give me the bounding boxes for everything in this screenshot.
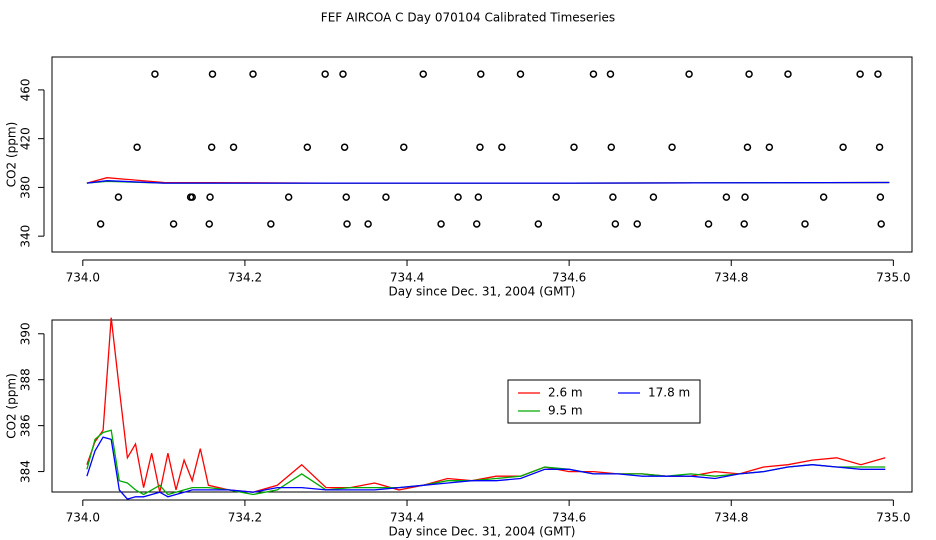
data-point: [611, 220, 620, 228]
data-point: [607, 143, 616, 151]
data-line: [86, 317, 886, 493]
data-point: [342, 193, 350, 201]
data-line: [86, 436, 886, 500]
data-point: [740, 220, 748, 228]
data-point: [169, 220, 178, 228]
data-point: [876, 193, 885, 201]
data-point: [609, 193, 617, 201]
legend-label: 2.6 m: [548, 386, 583, 400]
data-point: [668, 143, 676, 151]
data-point: [570, 143, 578, 151]
legend-label: 9.5 m: [548, 404, 583, 418]
data-point: [685, 70, 693, 78]
y-tick-label: 460: [19, 78, 33, 101]
legend-label: 17.8 m: [648, 386, 690, 400]
data-point: [229, 143, 238, 151]
data-point: [589, 70, 598, 78]
data-point: [400, 143, 408, 151]
data-point: [875, 143, 884, 151]
data-point: [743, 143, 752, 151]
page-title: FEF AIRCOA C Day 070104 Calibrated Times…: [321, 11, 615, 25]
data-point: [801, 220, 809, 228]
x-tick-label: 734.6: [552, 271, 586, 285]
x-tick-label: 734.2: [228, 271, 262, 285]
x-tick-label: 734.4: [390, 511, 424, 525]
data-point: [249, 70, 257, 78]
data-point: [498, 143, 506, 151]
data-point: [437, 220, 445, 228]
data-point: [205, 220, 213, 228]
data-point: [267, 220, 275, 228]
data-point: [114, 193, 123, 201]
x-axis-label: Day since Dec. 31, 2004 (GMT): [389, 285, 576, 299]
y-axis-label: CO2 (ppm): [5, 122, 19, 188]
data-point: [477, 70, 485, 78]
x-tick-label: 735.0: [876, 511, 910, 525]
x-tick-label: 734.2: [228, 511, 262, 525]
data-point: [606, 70, 615, 78]
y-tick-label: 380: [19, 176, 33, 199]
y-tick-label: 386: [19, 414, 33, 437]
data-point: [343, 220, 351, 228]
data-point: [474, 193, 483, 201]
y-tick-label: 390: [19, 322, 33, 345]
data-point: [208, 70, 217, 78]
data-point: [722, 193, 731, 201]
data-point: [340, 143, 349, 151]
data-point: [534, 220, 543, 228]
data-point: [649, 193, 658, 201]
data-point: [472, 220, 481, 228]
x-tick-label: 735.0: [876, 271, 910, 285]
data-point: [704, 220, 713, 228]
data-point: [552, 193, 560, 201]
data-point: [784, 70, 792, 78]
y-tick-label: 388: [19, 368, 33, 391]
data-point: [745, 70, 753, 78]
data-point: [339, 70, 347, 78]
data-point: [765, 143, 774, 151]
y-tick-label: 420: [19, 127, 33, 150]
x-tick-label: 734.4: [390, 271, 424, 285]
x-tick-label: 734.0: [66, 271, 100, 285]
data-point: [839, 143, 847, 151]
data-point: [382, 193, 390, 201]
y-axis-label: CO2 (ppm): [5, 373, 19, 439]
data-point: [856, 70, 864, 78]
data-point: [516, 70, 525, 78]
data-point: [877, 220, 885, 228]
data-point: [476, 143, 484, 151]
x-tick-label: 734.0: [66, 511, 100, 525]
data-point: [454, 193, 462, 201]
data-line: [86, 429, 886, 496]
y-tick-label: 384: [19, 460, 33, 483]
plot-frame: [51, 56, 913, 253]
x-tick-label: 734.6: [552, 511, 586, 525]
data-point: [819, 193, 828, 201]
x-tick-label: 734.8: [714, 271, 748, 285]
data-point: [874, 70, 882, 78]
data-point: [303, 143, 312, 151]
data-point: [284, 193, 293, 201]
plot-frame: [51, 319, 913, 493]
data-line: [86, 180, 890, 184]
y-tick-label: 340: [19, 225, 33, 248]
data-point: [207, 143, 216, 151]
legend-box: [507, 379, 701, 424]
data-point: [133, 143, 141, 151]
data-point: [321, 70, 329, 78]
data-point: [96, 220, 105, 228]
data-point: [633, 220, 641, 228]
data-point: [206, 193, 214, 201]
x-axis-label: Day since Dec. 31, 2004 (GMT): [389, 525, 576, 539]
x-tick-label: 734.8: [714, 511, 748, 525]
data-point: [188, 193, 196, 201]
data-point: [151, 70, 159, 78]
data-point: [364, 220, 372, 228]
data-point: [419, 70, 427, 78]
data-point: [741, 193, 749, 201]
